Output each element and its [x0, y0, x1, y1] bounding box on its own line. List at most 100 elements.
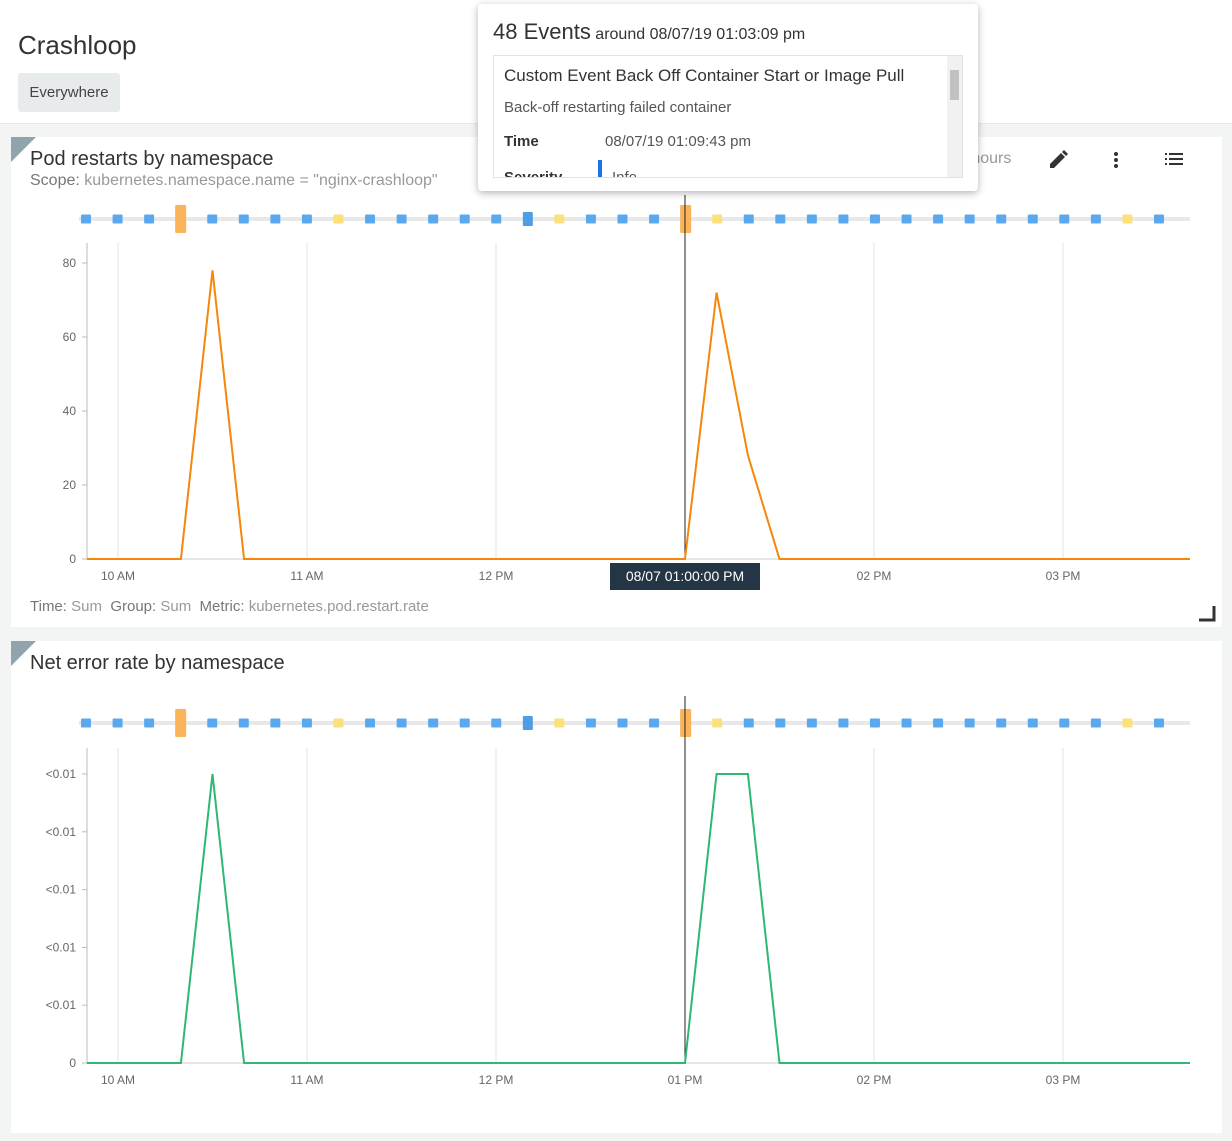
- y-tick-label: 80: [63, 256, 77, 270]
- event-marker: [207, 718, 218, 728]
- event-marker: [1090, 214, 1101, 224]
- y-tick-label: 40: [63, 404, 77, 418]
- scope-value: kubernetes.namespace.name = "nginx-crash…: [84, 172, 438, 189]
- panel-title: Pod restarts by namespace: [30, 148, 274, 170]
- event-marker: [270, 214, 281, 224]
- event-count: 48 Events: [493, 19, 591, 44]
- event-marker: [144, 718, 155, 728]
- event-marker: [649, 214, 660, 224]
- event-marker: [81, 214, 91, 224]
- scope-label: Scope:: [30, 172, 80, 189]
- y-tick-label: 0: [69, 1056, 76, 1070]
- footer-label: Group:: [110, 598, 157, 615]
- event-marker: [712, 718, 723, 728]
- footer-value: Sum: [160, 598, 192, 615]
- event-marker: [1059, 214, 1070, 224]
- x-tick-label: 12 PM: [479, 1073, 514, 1087]
- x-tick-label: 10 AM: [101, 1073, 135, 1087]
- y-tick-label: <0.01: [46, 767, 77, 781]
- event-marker: [806, 214, 817, 224]
- event-marker: [996, 214, 1007, 224]
- cursor-label-box: [609, 563, 760, 590]
- footer-value: Sum: [71, 598, 102, 615]
- event-marker: [838, 718, 849, 728]
- y-tick-label: 0: [69, 552, 76, 566]
- panel-title: Net error rate by namespace: [30, 652, 285, 674]
- event-marker: [522, 212, 533, 226]
- event-marker: [238, 718, 249, 728]
- more-icon[interactable]: [1114, 152, 1118, 168]
- footer-value: kubernetes.pod.restart.rate: [248, 598, 429, 615]
- event-marker: [996, 718, 1007, 728]
- event-marker: [869, 214, 880, 224]
- footer-label: Metric:: [199, 598, 245, 615]
- event-marker: [1027, 214, 1038, 224]
- series-line: [87, 773, 1190, 1064]
- dashboard-title: Crashloop: [18, 30, 137, 60]
- scrollbar[interactable]: [947, 56, 962, 177]
- legend-icon[interactable]: [1165, 153, 1183, 165]
- x-tick-label: 03 PM: [1046, 569, 1081, 583]
- event-marker: [964, 718, 975, 728]
- event-marker: [933, 214, 944, 224]
- event-marker: [1059, 718, 1070, 728]
- event-marker: [680, 709, 692, 737]
- popup-heading: 48 Events around 08/07/19 01:03:09 pm: [493, 19, 805, 45]
- event-time: around 08/07/19 01:03:09 pm: [595, 26, 806, 43]
- scope-button[interactable]: Everywhere: [18, 73, 120, 112]
- event-marker: [964, 214, 975, 224]
- event-marker: [933, 718, 944, 728]
- event-marker: [1154, 718, 1164, 728]
- event-marker: [491, 718, 502, 728]
- series-line: [87, 270, 1190, 560]
- event-marker: [585, 718, 596, 728]
- event-marker: [522, 716, 533, 730]
- x-tick-label: 02 PM: [857, 569, 892, 583]
- event-marker: [396, 214, 407, 224]
- event-marker: [554, 214, 565, 224]
- events-popup: 48 Events around 08/07/19 01:03:09 pm Cu…: [478, 4, 978, 191]
- field-value: 08/07/19 01:09:43 pm: [605, 133, 751, 150]
- edit-icon[interactable]: [1050, 150, 1068, 168]
- y-tick-label: <0.01: [46, 825, 77, 839]
- event-marker: [365, 214, 376, 224]
- event-marker: [270, 718, 281, 728]
- field-label: Time: [504, 133, 539, 150]
- event-marker: [301, 718, 312, 728]
- y-tick-label: <0.01: [46, 940, 77, 954]
- event-marker: [680, 205, 692, 233]
- severity-bar: [598, 160, 602, 177]
- cursor-label: 08/07 01:00:00 PM: [626, 568, 744, 584]
- x-tick-label: 01 PM: [668, 1073, 703, 1087]
- event-marker: [238, 214, 249, 224]
- event-marker: [869, 718, 880, 728]
- event-marker: [838, 214, 849, 224]
- panel-footer: Time: Sum Group: Sum Metric: kubernetes.…: [30, 598, 429, 615]
- event-marker: [775, 718, 786, 728]
- event-marker: [396, 718, 407, 728]
- event-marker: [144, 214, 155, 224]
- event-marker: [743, 214, 754, 224]
- event-marker: [365, 718, 376, 728]
- event-marker: [491, 214, 502, 224]
- x-tick-label: 12 PM: [479, 569, 514, 583]
- event-list: Custom Event Back Off Container Start or…: [493, 55, 963, 178]
- event-marker: [649, 718, 660, 728]
- event-marker: [585, 214, 596, 224]
- scroll-thumb[interactable]: [950, 70, 959, 100]
- event-marker: [301, 214, 312, 224]
- event-marker: [1154, 214, 1164, 224]
- event-marker: [1027, 718, 1038, 728]
- footer-label: Time:: [30, 598, 67, 615]
- event-marker: [554, 718, 565, 728]
- event-marker: [428, 214, 439, 224]
- y-tick-label: 60: [63, 330, 77, 344]
- event-title[interactable]: Custom Event Back Off Container Start or…: [504, 66, 905, 85]
- chart: 10 AM 11 AM 12 PM 02 PM 03 PM 0 20 40 60 80 08/07 …: [63, 195, 1190, 590]
- event-marker: [81, 718, 91, 728]
- y-tick-label: <0.01: [46, 998, 77, 1012]
- event-marker: [617, 718, 628, 728]
- resize-handle[interactable]: [1199, 606, 1216, 622]
- event-marker: [428, 718, 439, 728]
